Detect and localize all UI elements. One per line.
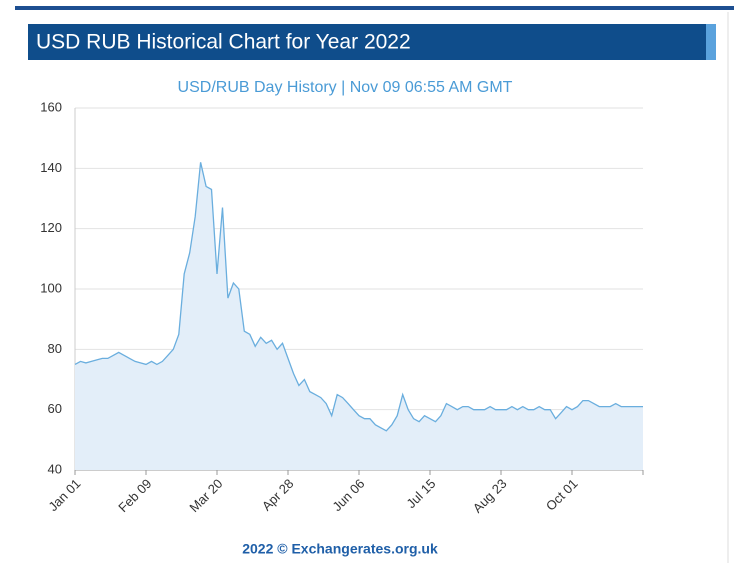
area-line [74, 162, 643, 432]
y-tick-label: 140 [40, 160, 62, 175]
x-tick-label: Aug 23 [470, 476, 510, 516]
x-tick-label: Jan 01 [45, 476, 83, 514]
area-fill [75, 162, 643, 471]
title-bar [28, 24, 716, 60]
x-tick-label: Jun 06 [329, 476, 367, 514]
footer: 2022 © Exchangerates.org.uk [242, 541, 438, 557]
y-tick-label: 80 [48, 341, 62, 356]
top-rule [15, 6, 734, 10]
y-tick-label: 40 [48, 461, 62, 476]
title-accent [706, 24, 716, 60]
chart-title: USD/RUB Day History | Nov 09 06:55 AM GM… [178, 79, 513, 96]
page-title: USD RUB Historical Chart for Year 2022 [36, 31, 411, 54]
y-tick-label: 100 [40, 280, 62, 295]
y-tick-label: 60 [48, 401, 62, 416]
y-tick-label: 120 [40, 220, 62, 235]
x-tick-label: Feb 09 [115, 476, 154, 515]
x-tick-label: Mar 20 [186, 476, 225, 515]
x-tick-label: Apr 28 [259, 476, 297, 514]
x-tick-label: Jul 15 [403, 476, 438, 511]
y-tick-label: 160 [40, 99, 62, 114]
x-tick-label: Oct 01 [543, 476, 581, 514]
